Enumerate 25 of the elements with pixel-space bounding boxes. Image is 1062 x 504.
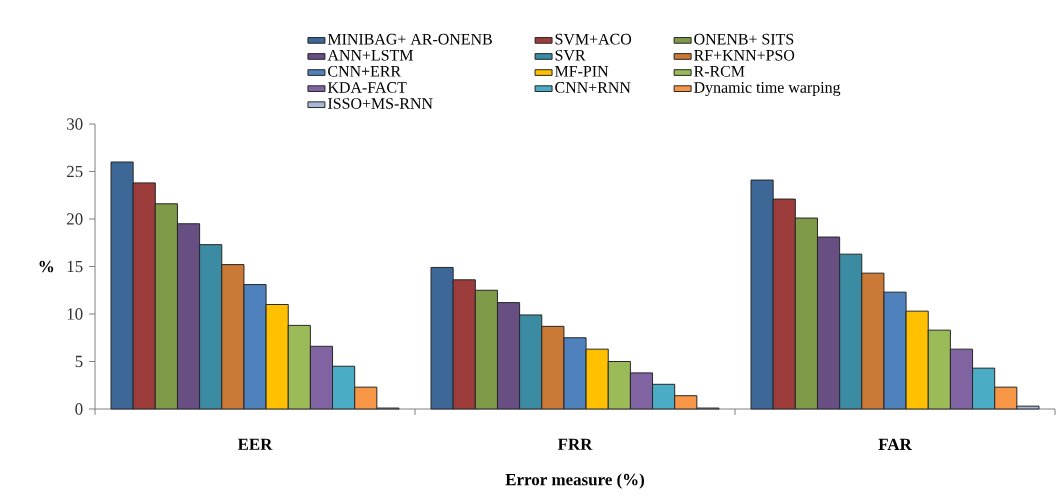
x-axis-title: Error measure (%)	[505, 473, 645, 489]
y-tick-label: 25	[66, 165, 83, 178]
y-tick-label: 5	[75, 355, 83, 368]
y-axis-title: %	[39, 260, 54, 273]
x-tick-label: EER	[237, 438, 273, 450]
legend-label: RF+KNN+PSO	[694, 49, 795, 61]
legend-label: R-RCM	[694, 66, 745, 77]
legend-label: CNN+ERR	[328, 66, 402, 77]
legend-label: CNN+RNN	[555, 82, 631, 93]
y-tick-label: 15	[67, 260, 83, 273]
legend-label: MINIBAG+ AR-ONENB	[327, 33, 492, 45]
legend-label: ISSO+MS-RNN	[328, 98, 433, 109]
x-tick-label: FRR	[557, 438, 593, 450]
legend-label: ANN+LSTM	[327, 49, 413, 61]
legend-label: SVR	[555, 49, 586, 61]
y-tick-label: 0	[75, 403, 83, 415]
y-tick-label: 10	[67, 308, 83, 320]
y-tick-label: 30	[67, 118, 83, 130]
legend-label: KDA-FACT	[327, 82, 407, 93]
legend-label: ONENB+ SITS	[694, 33, 794, 45]
y-tick-label: 20	[66, 213, 83, 225]
x-tick-label: FAR	[878, 438, 912, 450]
legend-label: Dynamic time warping	[694, 82, 841, 97]
legend-label: SVM+ACO	[555, 33, 632, 45]
legend-label: MF-PIN	[555, 66, 609, 77]
